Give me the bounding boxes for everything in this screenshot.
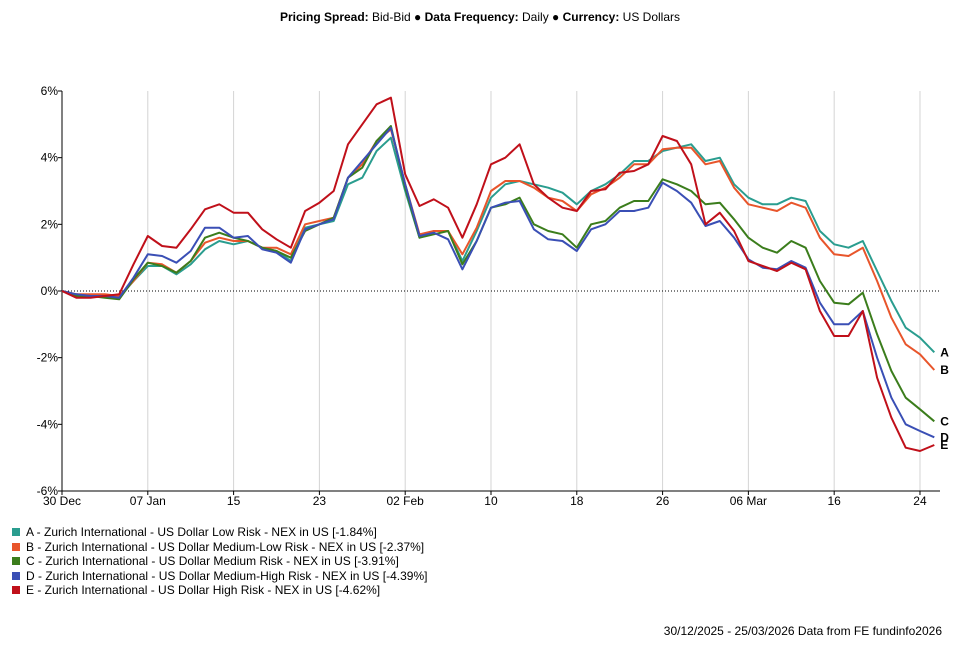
x-tick-label: 18: [570, 494, 584, 508]
header-separator: ●: [414, 10, 422, 24]
legend-item-e: E - Zurich International - US Dollar Hig…: [12, 583, 427, 598]
legend-item-c: C - Zurich International - US Dollar Med…: [12, 554, 427, 569]
y-tick-label: -4%: [37, 417, 59, 431]
y-tick-label: -6%: [37, 484, 59, 498]
header-separator: ●: [552, 10, 560, 24]
x-tick-label: 10: [484, 494, 498, 508]
series-end-label-d: D: [940, 430, 949, 444]
x-tick-label: 26: [656, 494, 670, 508]
legend-swatch: [12, 571, 20, 580]
y-tick-label: 4%: [41, 151, 59, 165]
y-tick-label: 0%: [41, 284, 59, 298]
y-tick-label: 6%: [41, 84, 59, 98]
y-tick-label: 2%: [41, 217, 59, 231]
pricing-spread-label: Pricing Spread:: [279, 10, 369, 24]
series-end-label-a: A: [940, 345, 949, 359]
legend-swatch: [12, 528, 20, 537]
chart-header: Pricing Spread: Bid-Bid ● Data Frequency…: [0, 10, 960, 24]
currency-label: Currency:: [562, 10, 620, 24]
legend-swatch: [12, 542, 20, 551]
legend-label: D - Zurich International - US Dollar Med…: [26, 568, 428, 583]
legend-item-b: B - Zurich International - US Dollar Med…: [12, 540, 427, 555]
legend-label: B - Zurich International - US Dollar Med…: [26, 539, 425, 554]
legend-swatch: [12, 557, 20, 566]
currency-value: US Dollars: [622, 10, 681, 24]
x-tick-label: 02 Feb: [387, 494, 425, 508]
y-tick-label: -2%: [37, 351, 59, 365]
legend-label: A - Zurich International - US Dollar Low…: [26, 525, 377, 539]
legend-label: C - Zurich International - US Dollar Med…: [26, 554, 399, 568]
legend-item-a: A - Zurich International - US Dollar Low…: [12, 525, 427, 540]
x-tick-label: 23: [313, 494, 327, 508]
x-tick-label: 06 Mar: [730, 494, 767, 508]
series-end-label-b: B: [940, 363, 949, 377]
x-tick-label: 15: [227, 494, 241, 508]
x-tick-label: 07 Jan: [130, 494, 166, 508]
legend-swatch: [12, 586, 20, 595]
legend-label: E - Zurich International - US Dollar Hig…: [26, 583, 381, 597]
series-line-c: [61, 125, 935, 423]
x-tick-label: 24: [913, 494, 927, 508]
series-line-a: [61, 136, 936, 353]
data-frequency-value: Daily: [522, 10, 549, 24]
footer-source: 30/12/2025 - 25/03/2026 Data from FE fun…: [663, 624, 942, 638]
data-frequency-label: Data Frequency:: [424, 10, 519, 24]
x-tick-label: 16: [828, 494, 842, 508]
legend-item-d: D - Zurich International - US Dollar Med…: [12, 569, 427, 584]
pricing-spread-value: Bid-Bid: [372, 10, 411, 24]
series-line-b: [61, 128, 936, 371]
series-end-label-e: E: [940, 438, 948, 452]
x-tick-label: 30 Dec: [43, 494, 81, 508]
series-line-d: [61, 126, 935, 439]
series-line-e: [61, 96, 935, 452]
legend: A - Zurich International - US Dollar Low…: [12, 525, 427, 598]
series-end-label-c: C: [940, 414, 949, 428]
